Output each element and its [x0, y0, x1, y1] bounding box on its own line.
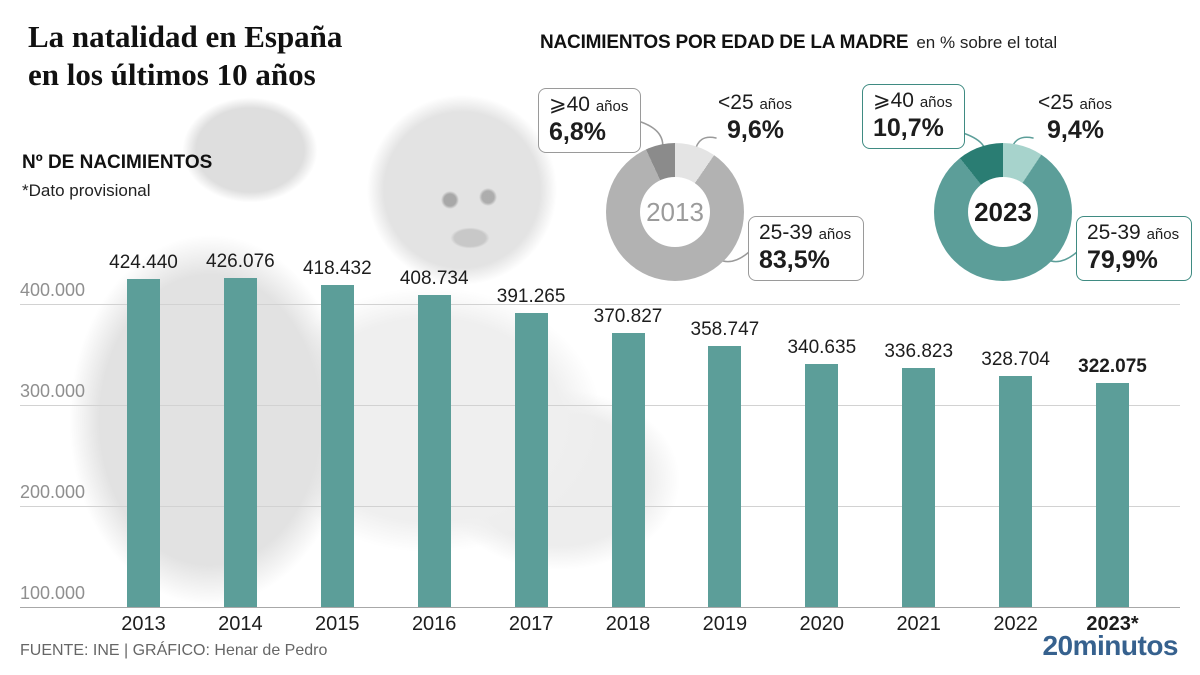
age-range: 25-39: [759, 221, 813, 244]
donut-chart-2023: 2023: [934, 143, 1072, 281]
pie-label-2013-ge40: ⩾40 años 6,8%: [538, 88, 642, 154]
pie-label-2013-2539: 25-39 años 83,5%: [748, 216, 865, 282]
y-tick-label: 100.000: [20, 583, 86, 603]
age-range: <25: [1038, 91, 1074, 114]
x-axis-label-2013: 2013: [121, 613, 166, 635]
x-axis-label-2014: 2014: [218, 613, 263, 635]
bar-2013: [127, 279, 160, 607]
donut-chart-2013: 2013: [606, 143, 744, 281]
y-tick-label: 300.000: [20, 381, 86, 401]
x-axis-label-2019: 2019: [702, 613, 748, 635]
age-unit: años: [919, 94, 953, 111]
page-title-line1: La natalidad en España: [28, 19, 343, 54]
pie-section-title: NACIMIENTOS POR EDAD DE LA MADRE en % sob…: [540, 32, 1057, 54]
donut-center-label-2013: 2013: [646, 196, 704, 227]
pct-value: 83,5%: [759, 246, 830, 275]
bar-chart-note: *Dato provisional: [22, 181, 151, 200]
source-credit: FUENTE: INE | GRÁFICO: Henar de Pedro: [20, 642, 328, 659]
pie-section-title-text: NACIMIENTOS POR EDAD DE LA MADRE: [540, 32, 909, 53]
page-title: La natalidad en España en los últimos 10…: [28, 18, 342, 94]
y-tick-label: 400.000: [20, 280, 86, 300]
bar-2022: [999, 376, 1033, 607]
x-axis-label-2015: 2015: [315, 613, 360, 635]
bar-2014: [223, 277, 257, 607]
age-range: 25-39: [1087, 221, 1141, 244]
donut-center-label-2023: 2023: [974, 196, 1032, 227]
age-range: ⩾40: [873, 89, 914, 112]
age-unit: años: [595, 98, 629, 115]
bar-2019: [708, 345, 742, 607]
donut-center-2023: 2023: [968, 177, 1038, 247]
pct-value: 9,4%: [1047, 116, 1104, 145]
age-range: ⩾40: [549, 93, 590, 116]
pct-value: 10,7%: [873, 114, 944, 143]
pie-section-subtitle: en % sobre el total: [916, 33, 1058, 52]
gridline-100.000: [20, 607, 1180, 608]
pct-value: 79,9%: [1087, 246, 1158, 275]
pie-label-2023-ge40: ⩾40 años 10,7%: [862, 84, 966, 150]
bar-2017: [514, 312, 548, 607]
pct-value: 9,6%: [727, 116, 784, 145]
bar-2016: [417, 295, 451, 607]
bar-chart-title: Nº DE NACIMIENTOS: [22, 152, 213, 173]
bar-2023*: [1096, 382, 1129, 607]
y-tick-label: 200.000: [20, 482, 86, 502]
bar-value-label-2023*: 322.075: [1078, 355, 1147, 377]
pie-label-2023-2539: 25-39 años 79,9%: [1076, 216, 1193, 282]
bar-2018: [611, 333, 645, 607]
brand-logo: 20minutos: [1042, 630, 1178, 661]
bar-2020: [805, 363, 839, 607]
bar-value-label-2017: 391.265: [496, 285, 566, 307]
pie-label-2013-lt25: <25 años 9,6%: [718, 91, 792, 145]
x-axis-label-2017: 2017: [508, 613, 554, 635]
pie-label-2023-lt25: <25 años 9,4%: [1038, 91, 1112, 145]
age-unit: años: [1146, 226, 1180, 243]
x-axis-label-2020: 2020: [799, 613, 845, 635]
age-unit: años: [1079, 96, 1112, 113]
age-range: <25: [718, 91, 754, 114]
bar-2021: [902, 367, 936, 607]
age-unit: años: [759, 96, 792, 113]
gridline-400.000: [20, 304, 1180, 305]
x-axis-label-2021: 2021: [896, 613, 941, 635]
x-axis-label-2016: 2016: [411, 613, 457, 635]
pct-value: 6,8%: [549, 118, 606, 147]
donut-center-2013: 2013: [640, 177, 710, 247]
page-title-line2: en los últimos 10 años: [28, 57, 316, 92]
age-unit: años: [818, 226, 852, 243]
x-axis-label-2018: 2018: [605, 613, 651, 635]
bar-2015: [320, 285, 354, 607]
